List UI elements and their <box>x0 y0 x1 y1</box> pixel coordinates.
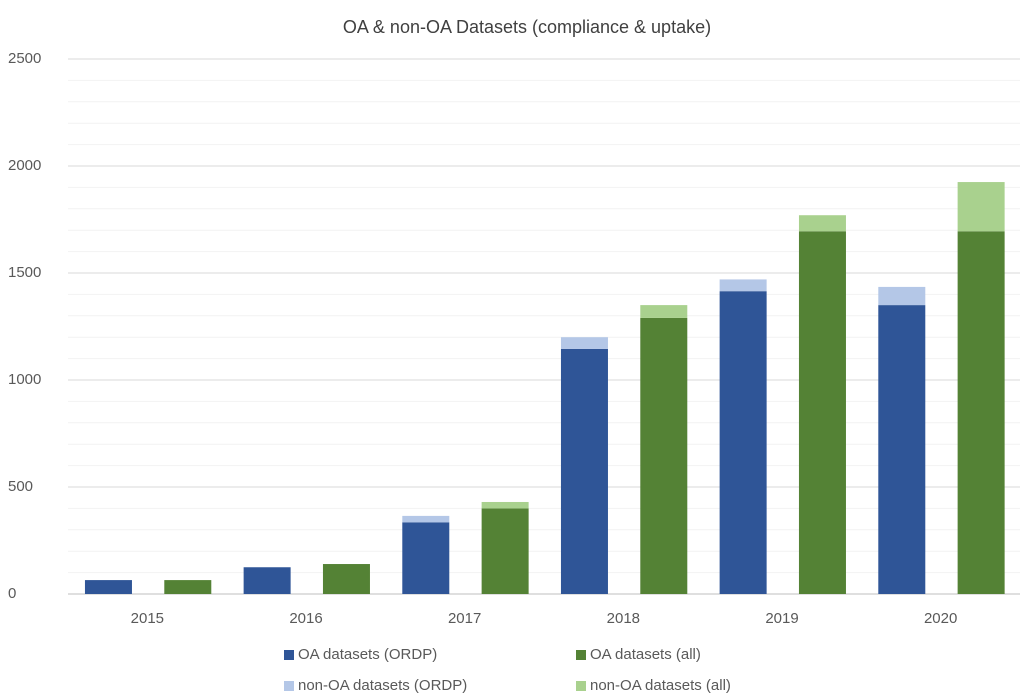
bar <box>560 337 608 349</box>
y-tick-label: 1500 <box>8 264 41 281</box>
legend-swatch <box>284 681 294 691</box>
bar <box>481 501 529 509</box>
x-tick-label: 2015 <box>131 610 164 627</box>
bar <box>957 231 1005 594</box>
bar <box>798 231 846 594</box>
bar <box>719 291 767 594</box>
bar <box>878 286 926 306</box>
bar <box>560 348 608 594</box>
bar <box>719 279 767 292</box>
legend-label: non-OA datasets (all) <box>590 677 731 694</box>
legend-swatch <box>284 650 294 660</box>
legend-swatch <box>576 650 586 660</box>
y-tick-label: 1000 <box>8 371 41 388</box>
legend-label: OA datasets (ORDP) <box>298 646 437 663</box>
bar <box>640 317 688 594</box>
x-tick-label: 2016 <box>289 610 322 627</box>
x-tick-label: 2018 <box>607 610 640 627</box>
x-tick-label: 2020 <box>924 610 957 627</box>
bar <box>640 305 688 318</box>
y-tick-label: 2000 <box>8 157 41 174</box>
y-tick-label: 500 <box>8 478 33 495</box>
legend-label: OA datasets (all) <box>590 646 701 663</box>
legend-label: non-OA datasets (ORDP) <box>298 677 467 694</box>
legend-swatch <box>576 681 586 691</box>
bar <box>402 515 450 523</box>
x-tick-label: 2019 <box>765 610 798 627</box>
chart-title: OA & non-OA Datasets (compliance & uptak… <box>343 17 711 37</box>
bar <box>84 580 132 594</box>
bar <box>481 508 529 594</box>
bar <box>957 182 1005 232</box>
bar <box>243 567 291 594</box>
y-tick-label: 2500 <box>8 50 41 67</box>
bar <box>322 564 370 594</box>
bar <box>798 215 846 232</box>
y-tick-label: 0 <box>8 585 16 602</box>
bar <box>164 580 212 594</box>
bar <box>402 522 450 594</box>
bar <box>878 305 926 594</box>
x-tick-label: 2017 <box>448 610 481 627</box>
